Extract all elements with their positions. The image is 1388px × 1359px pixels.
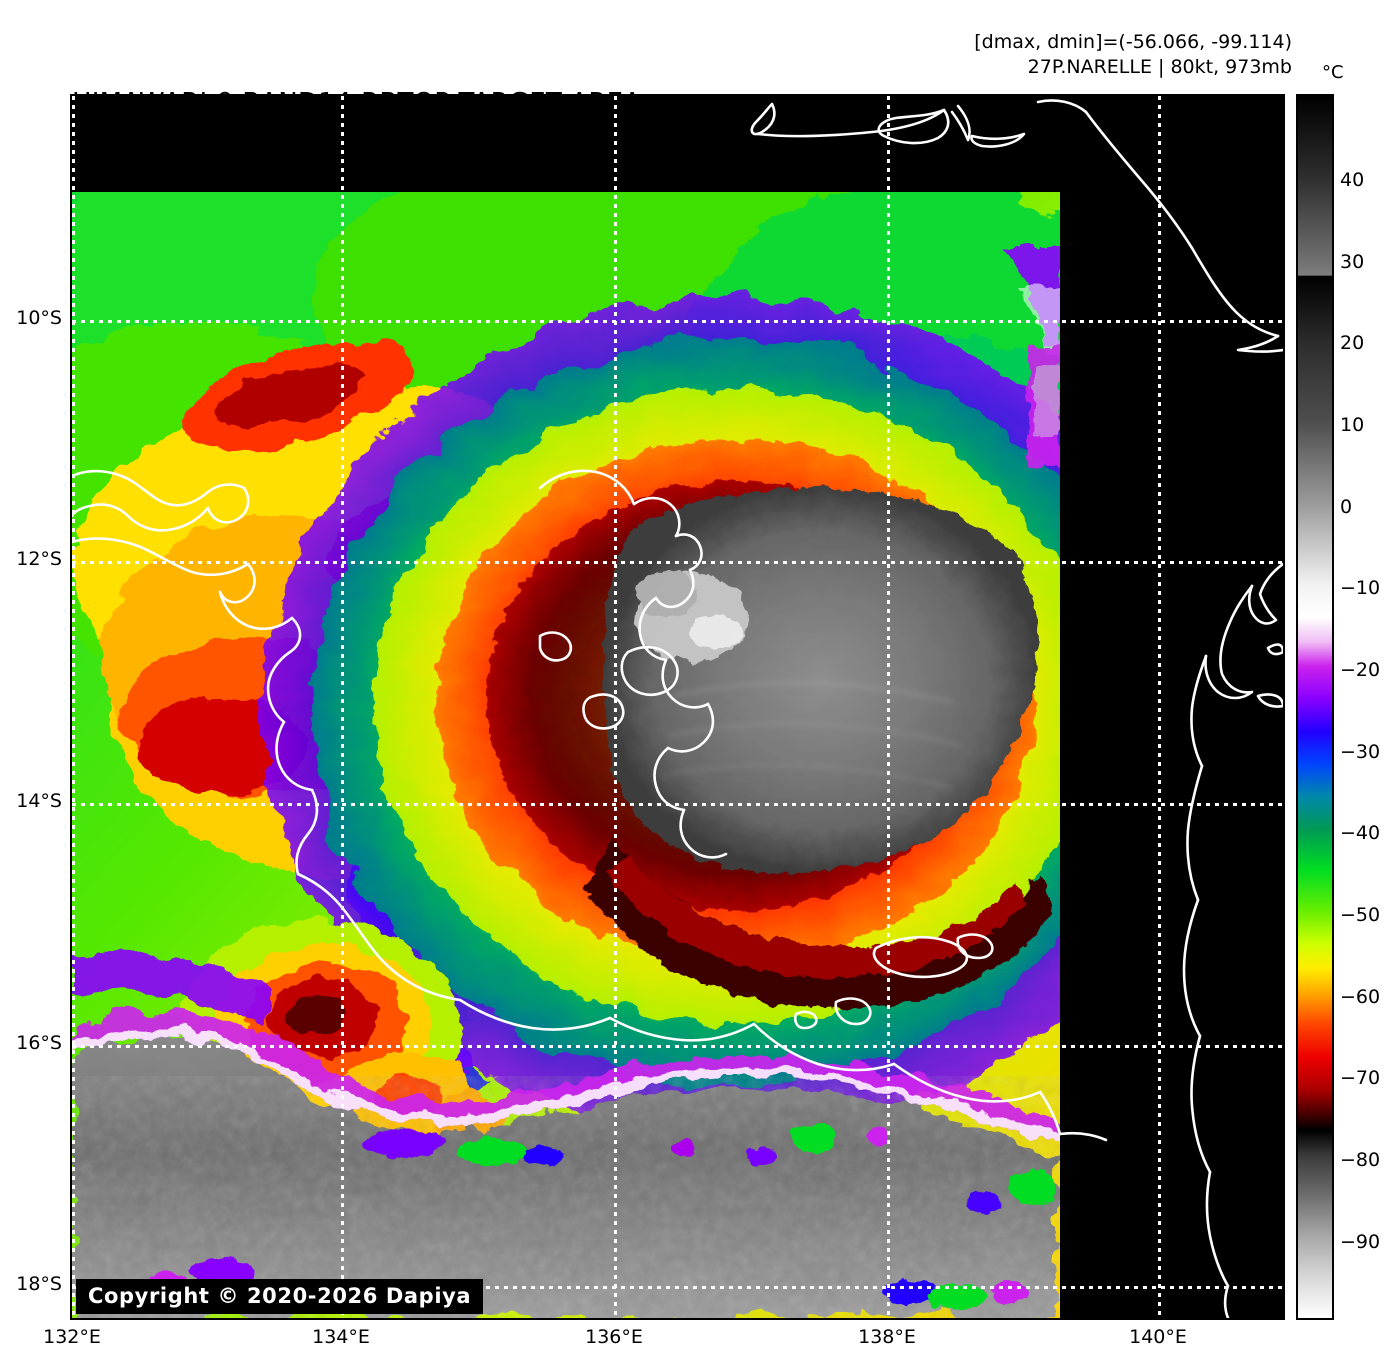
colorbar-tick-m90: −90 <box>1340 1231 1381 1253</box>
lon-tick-140E: 140°E <box>1129 1326 1187 1348</box>
coastline-overlay <box>72 99 1283 1318</box>
lat-tick-12S: 12°S <box>16 548 62 570</box>
colorbar-tick-10: 10 <box>1340 414 1365 436</box>
no-data-region-north <box>72 96 1060 192</box>
colorbar-tick-m50: −50 <box>1340 904 1381 926</box>
no-data-region-east <box>1060 96 1283 1318</box>
colorbar-tick-m30: −30 <box>1340 741 1381 763</box>
colorbar-gradient <box>1298 96 1332 1318</box>
copyright-notice: Copyright © 2020-2026 Dapiya <box>76 1279 484 1314</box>
lon-tick-132E: 132°E <box>43 1326 101 1348</box>
metadata-block: [dmax, dmin]=(-56.066, -99.114) 27P.NARE… <box>974 30 1292 80</box>
lat-tick-10S: 10°S <box>16 307 62 329</box>
colorbar-tick-m80: −80 <box>1340 1149 1381 1171</box>
infrared-satellite-raster <box>72 96 1283 1318</box>
data-range-text: [dmax, dmin]=(-56.066, -99.114) <box>974 31 1292 53</box>
colorbar-tick-0: 0 <box>1340 496 1353 518</box>
satellite-image-plot: Copyright © 2020-2026 Dapiya <box>70 94 1285 1320</box>
lat-tick-18S: 18°S <box>16 1273 62 1295</box>
colorbar-tick-40: 40 <box>1340 169 1365 191</box>
colorbar-tick-m20: −20 <box>1340 659 1381 681</box>
temperature-colorbar <box>1296 94 1334 1320</box>
colorbar-tick-30: 30 <box>1340 251 1365 273</box>
satellite-data-region <box>72 192 1060 1318</box>
colorbar-tick-20: 20 <box>1340 332 1365 354</box>
lat-tick-16S: 16°S <box>16 1032 62 1054</box>
colorbar-tick-m70: −70 <box>1340 1067 1381 1089</box>
lon-tick-138E: 138°E <box>858 1326 916 1348</box>
lon-tick-136E: 136°E <box>585 1326 643 1348</box>
colorbar-tick-m10: −10 <box>1340 577 1381 599</box>
lat-tick-14S: 14°S <box>16 790 62 812</box>
colorbar-tick-m40: −40 <box>1340 822 1381 844</box>
lon-tick-134E: 134°E <box>312 1326 370 1348</box>
colorbar-unit-label: °C <box>1322 62 1344 83</box>
storm-info-text: 27P.NARELLE | 80kt, 973mb <box>1027 56 1292 78</box>
colorbar-tick-m60: −60 <box>1340 986 1381 1008</box>
